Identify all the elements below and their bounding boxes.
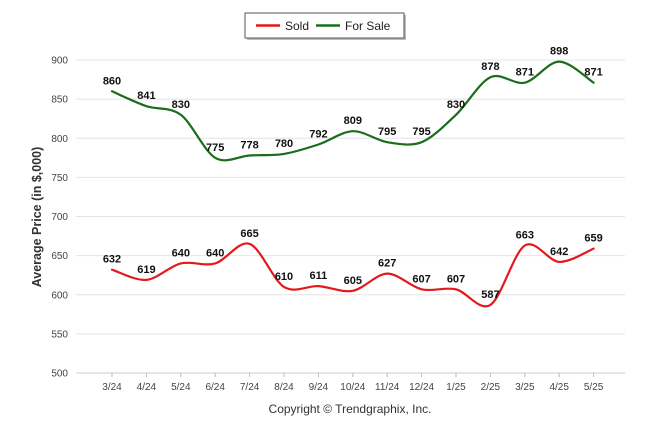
data-label-for-sale: 830 xyxy=(172,99,190,111)
y-axis: 500 550 600 650 700 750 800 850 900 xyxy=(51,56,68,380)
y-tick-label: 750 xyxy=(51,173,68,184)
data-point-sold[interactable] xyxy=(488,302,493,307)
series-line-sold[interactable] xyxy=(110,242,595,308)
data-label-for-sale: 809 xyxy=(344,115,362,127)
data-label-for-sale: 780 xyxy=(275,138,293,150)
x-tick-label: 9/24 xyxy=(309,382,329,393)
y-tick-label: 600 xyxy=(51,290,68,301)
data-label-for-sale: 792 xyxy=(309,129,327,141)
data-label-for-sale: 841 xyxy=(137,90,155,102)
data-label-sold: 659 xyxy=(584,233,602,245)
data-label-sold: 640 xyxy=(206,247,224,259)
x-tick-label: 12/24 xyxy=(409,382,434,393)
data-label-sold: 607 xyxy=(412,273,430,285)
y-tick-label: 650 xyxy=(51,251,68,262)
data-point-sold[interactable] xyxy=(591,246,596,251)
y-tick-label: 850 xyxy=(51,95,68,106)
data-label-for-sale: 795 xyxy=(412,126,430,138)
legend-label-sold[interactable]: Sold xyxy=(285,19,309,33)
x-axis: 3/24 4/24 5/24 6/24 7/24 8/24 9/24 10/24 11/24 12… xyxy=(102,373,604,393)
data-label-for-sale: 871 xyxy=(584,67,602,79)
x-tick-label: 5/25 xyxy=(584,382,604,393)
data-label-sold: 607 xyxy=(447,273,465,285)
data-point-sold[interactable] xyxy=(282,284,287,289)
data-point-sold[interactable] xyxy=(350,288,355,293)
data-point-for-sale[interactable] xyxy=(110,89,115,94)
y-tick-label: 900 xyxy=(51,56,68,67)
data-point-for-sale[interactable] xyxy=(454,112,459,117)
x-tick-label: 4/24 xyxy=(137,382,157,393)
data-point-sold[interactable] xyxy=(213,261,218,266)
data-label-sold: 611 xyxy=(310,270,328,282)
data-label-for-sale: 871 xyxy=(516,67,534,79)
data-label-sold: 642 xyxy=(550,246,568,258)
data-point-for-sale[interactable] xyxy=(247,153,252,158)
x-tick-label: 7/24 xyxy=(240,382,260,393)
series-layer xyxy=(110,59,596,308)
y-tick-label: 500 xyxy=(51,369,68,380)
data-point-for-sale[interactable] xyxy=(522,80,527,85)
data-label-for-sale: 778 xyxy=(240,139,258,151)
data-label-sold: 663 xyxy=(516,229,534,241)
x-tick-label: 3/24 xyxy=(102,382,122,393)
data-point-sold[interactable] xyxy=(247,241,252,246)
data-point-for-sale[interactable] xyxy=(144,104,149,109)
data-label-sold: 619 xyxy=(137,264,155,276)
data-label-sold: 627 xyxy=(378,258,396,270)
data-point-for-sale[interactable] xyxy=(178,112,183,117)
data-point-for-sale[interactable] xyxy=(488,75,493,80)
x-tick-label: 2/25 xyxy=(481,382,501,393)
data-point-for-sale[interactable] xyxy=(350,129,355,134)
series-line-for-sale[interactable] xyxy=(110,60,595,162)
y-tick-label: 550 xyxy=(51,329,68,340)
data-label-sold: 665 xyxy=(240,228,258,240)
y-tick-label: 800 xyxy=(51,134,68,145)
y-axis-title: Average Price (in $,000) xyxy=(30,147,44,288)
grid-lines xyxy=(76,59,625,374)
data-label-for-sale: 795 xyxy=(378,126,396,138)
data-point-for-sale[interactable] xyxy=(557,59,562,64)
data-point-for-sale[interactable] xyxy=(385,140,390,145)
data-point-for-sale[interactable] xyxy=(213,155,218,160)
data-point-sold[interactable] xyxy=(454,287,459,292)
data-label-sold: 587 xyxy=(481,289,499,301)
data-point-sold[interactable] xyxy=(522,243,527,248)
data-label-sold: 632 xyxy=(103,254,121,266)
x-tick-label: 11/24 xyxy=(375,382,400,393)
x-tick-label: 5/24 xyxy=(171,382,191,393)
data-point-sold[interactable] xyxy=(110,267,115,272)
x-tick-label: 1/25 xyxy=(446,382,466,393)
data-point-sold[interactable] xyxy=(557,259,562,264)
data-label-for-sale: 830 xyxy=(447,99,465,111)
data-point-sold[interactable] xyxy=(385,271,390,276)
data-point-sold[interactable] xyxy=(419,287,424,292)
data-label-for-sale: 898 xyxy=(550,46,568,58)
data-point-for-sale[interactable] xyxy=(419,140,424,145)
data-point-for-sale[interactable] xyxy=(316,142,321,147)
x-tick-label: 3/25 xyxy=(515,382,535,393)
y-tick-label: 700 xyxy=(51,212,68,223)
data-point-for-sale[interactable] xyxy=(282,151,287,156)
data-point-sold[interactable] xyxy=(178,261,183,266)
data-point-sold[interactable] xyxy=(316,284,321,289)
data-point-for-sale[interactable] xyxy=(591,80,596,85)
x-tick-label: 8/24 xyxy=(274,382,294,393)
x-tick-label: 10/24 xyxy=(340,382,365,393)
data-label-sold: 605 xyxy=(344,275,362,287)
data-label-for-sale: 860 xyxy=(103,75,121,87)
copyright-text: Copyright © Trendgraphix, Inc. xyxy=(269,402,432,416)
data-labels: 632 619 640 640 665 610 611 605 627 607 607 587 663 6… xyxy=(103,46,603,301)
data-point-sold[interactable] xyxy=(144,277,149,282)
legend-label-for-sale[interactable]: For Sale xyxy=(345,19,391,33)
data-label-for-sale: 878 xyxy=(481,61,499,73)
x-tick-label: 4/25 xyxy=(549,382,569,393)
data-label-for-sale: 775 xyxy=(206,142,224,154)
data-label-sold: 640 xyxy=(172,247,190,259)
data-label-sold: 610 xyxy=(275,271,293,283)
x-tick-label: 6/24 xyxy=(205,382,225,393)
legend[interactable]: Sold For Sale xyxy=(244,12,406,40)
